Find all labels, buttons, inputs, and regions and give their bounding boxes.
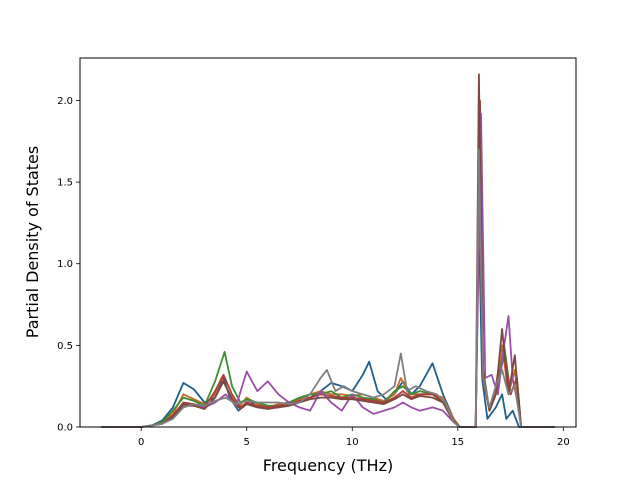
plot-area xyxy=(79,57,577,428)
y-tick-label: 1.5 xyxy=(57,178,73,189)
x-tick-label: 20 xyxy=(557,437,570,448)
x-tick-label: 5 xyxy=(244,437,250,448)
x-axis-ticks: 0 5 10 15 20 xyxy=(138,427,570,448)
axes-frame xyxy=(79,57,577,428)
x-tick-label: 0 xyxy=(138,437,144,448)
y-tick-label: 2.0 xyxy=(57,96,73,107)
y-tick-label: 0.5 xyxy=(57,341,73,352)
x-tick-label: 15 xyxy=(451,437,464,448)
y-tick-label: 0.0 xyxy=(57,423,73,434)
pdos-series-line-7 xyxy=(101,148,555,428)
x-axis-label: Frequency (THz) xyxy=(263,456,393,475)
y-axis-ticks: 0.0 0.5 1.0 1.5 2.0 xyxy=(57,96,80,434)
series-layer xyxy=(101,73,555,428)
y-axis-label: Partial Density of States xyxy=(23,146,42,338)
x-tick-label: 10 xyxy=(346,437,359,448)
y-tick-label: 1.0 xyxy=(57,259,73,270)
